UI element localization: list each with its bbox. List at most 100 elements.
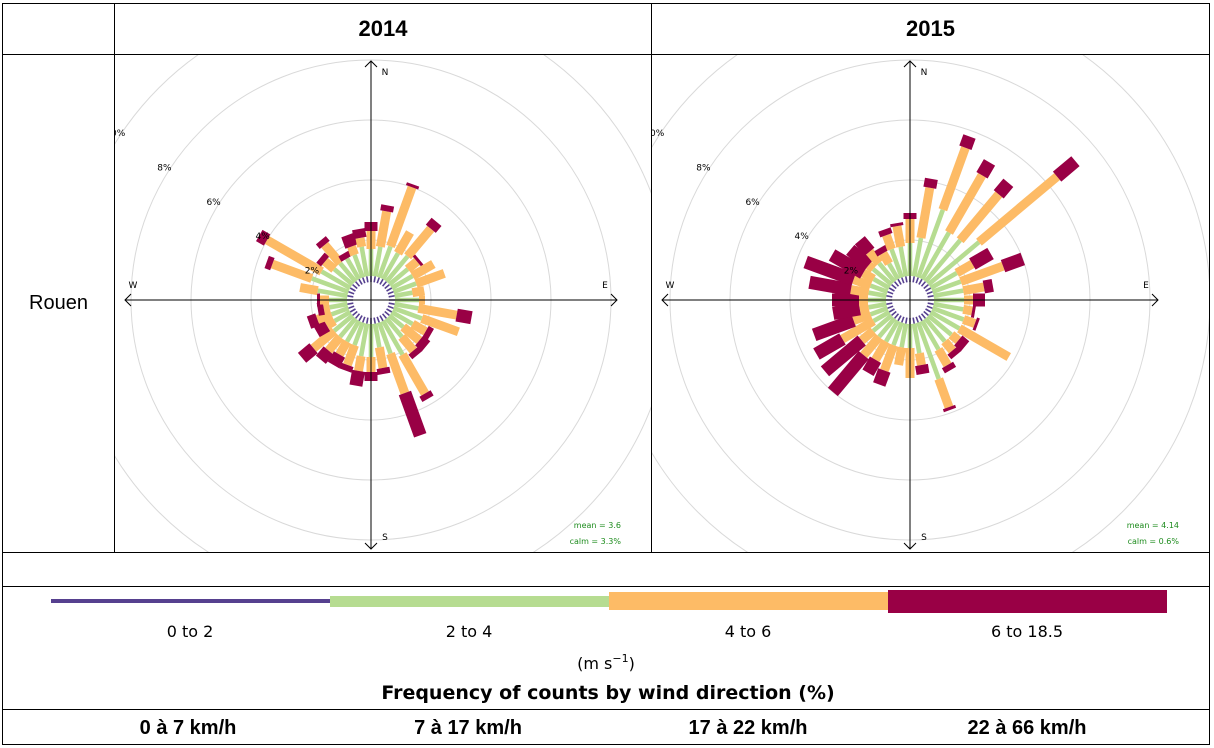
legend-label-3: 6 to 18.5 [991, 622, 1063, 641]
bar-50-bin2 [976, 173, 1060, 246]
bar-60-bin2 [954, 260, 975, 277]
bar-330-bin1 [887, 262, 900, 281]
bar-10-bin3 [380, 204, 395, 213]
bar-100-bin3 [455, 308, 473, 325]
bar-120-bin1 [929, 310, 961, 331]
bar-120-bin3 [422, 325, 434, 341]
bar-40-bin1 [923, 238, 962, 284]
bar-20-bin2 [386, 185, 417, 248]
bar-150-bin2 [934, 347, 952, 368]
bar-160-bin3 [398, 390, 427, 438]
bar-310-bin1 [332, 267, 355, 287]
bar-160-bin2 [934, 377, 954, 409]
bar-120-bin1 [390, 310, 414, 326]
radial-tick-label: 2% [844, 267, 859, 277]
bar-220-bin3 [315, 346, 334, 364]
bar-40-bin2 [956, 191, 1003, 244]
compass-E: E [602, 281, 608, 291]
compass-W: W [129, 281, 138, 291]
bar-80-bin1 [933, 288, 964, 299]
bar-320-bin3 [315, 236, 330, 249]
bar-80-bin3 [982, 279, 994, 294]
bar-290-bin3 [264, 255, 275, 271]
bar-140-bin1 [384, 316, 404, 339]
bar-230-bin2 [310, 327, 338, 352]
bar-320-bin3 [854, 236, 875, 256]
radial-tick-label: 10% [115, 129, 126, 139]
bar-300-bin1 [872, 277, 891, 290]
bar-60-bin1 [929, 271, 958, 290]
bar-10-bin1 [372, 246, 383, 277]
year-header-2015: 2015 [906, 16, 955, 41]
bar-200-bin2 [880, 343, 898, 372]
bar-30-bin1 [920, 231, 951, 281]
east-arrowhead [610, 293, 618, 307]
bar-130-bin2 [400, 323, 423, 344]
bar-190-bin1 [358, 323, 370, 357]
compass-E: E [1143, 281, 1149, 291]
bar-130-bin2 [948, 331, 962, 344]
bar-110-bin1 [931, 306, 965, 322]
speed-legend: 0 to 2 2 to 4 4 to 6 6 to 18.5 (m s−1) F… [51, 590, 1167, 704]
bar-230-bin1 [332, 313, 355, 333]
bar-170-bin2 [374, 346, 388, 369]
bar-250-bin3 [306, 313, 320, 329]
bar-310-bin2 [865, 261, 877, 273]
north-arrowhead [364, 60, 378, 68]
legend-swatch-3 [888, 590, 1167, 613]
bar-20-bin3 [405, 182, 420, 190]
bar-150-bin3 [419, 390, 434, 402]
bar-250-bin2 [315, 310, 334, 324]
bar-40-bin3 [425, 217, 442, 233]
bar-260-bin2 [322, 302, 331, 313]
wind-rose-2014: N E S W 2% 4% 6% 8% 10% mean = 3.6 calm = 3.3% [115, 55, 651, 552]
compass-N: N [921, 68, 928, 78]
bar-140-bin3 [947, 346, 962, 360]
bar-200-bin1 [891, 321, 904, 346]
bar-30-bin3 [976, 159, 996, 179]
bar-250-bin1 [869, 306, 889, 317]
compass-S: S [382, 533, 388, 543]
bar-290-bin2 [852, 275, 873, 290]
header-divider-mid [651, 3, 652, 553]
radial-tick-label: 4% [795, 232, 810, 242]
bar-20-bin2 [938, 146, 970, 212]
bar-240-bin2 [840, 317, 876, 343]
bar-170-bin1 [372, 323, 382, 348]
bar-20-bin3 [959, 134, 976, 150]
bar-330-bin3 [874, 244, 889, 257]
bar-30-bin1 [381, 252, 400, 281]
bar-220-bin2 [325, 333, 344, 354]
bar-10-bin3 [923, 177, 938, 189]
south-arrowhead [364, 542, 378, 550]
legend-label-2: 4 to 6 [725, 622, 772, 641]
bar-60-bin2 [410, 260, 436, 280]
bar-340-bin2 [347, 244, 359, 257]
bar-290-bin1 [311, 276, 350, 294]
bar-290-bin1 [869, 283, 889, 294]
mean-label: mean = 3.6 [574, 521, 621, 530]
bar-310-bin3 [316, 252, 330, 267]
bar-140-bin1 [923, 316, 947, 343]
south-arrowhead [903, 542, 917, 550]
mean-label: mean = 4.14 [1127, 521, 1179, 530]
calm-label: calm = 0.6% [1128, 537, 1180, 546]
header-divider-left [114, 3, 115, 553]
bar-130-bin1 [926, 313, 953, 337]
bar-340-bin1 [889, 248, 904, 279]
bar-10-bin2 [375, 210, 392, 248]
bar-120-bin2 [410, 320, 428, 336]
bar-230-bin2 [858, 327, 877, 344]
bar-240-bin1 [872, 310, 891, 323]
kmh-label-0: 0 à 7 km/h [139, 717, 237, 739]
radial-tick-label: 6% [745, 198, 760, 208]
bar-240-bin1 [333, 310, 352, 323]
row-bottom-rule [2, 552, 1210, 553]
bar-230-bin3 [297, 343, 318, 363]
bar-340-bin3 [878, 227, 893, 238]
bar-290-bin2 [270, 259, 314, 283]
kmh-label-3: 22 à 66 km/h [967, 717, 1087, 739]
bar-230-bin3 [820, 335, 866, 377]
table-frame [2, 3, 1210, 745]
legend-swatch-2 [609, 592, 888, 610]
